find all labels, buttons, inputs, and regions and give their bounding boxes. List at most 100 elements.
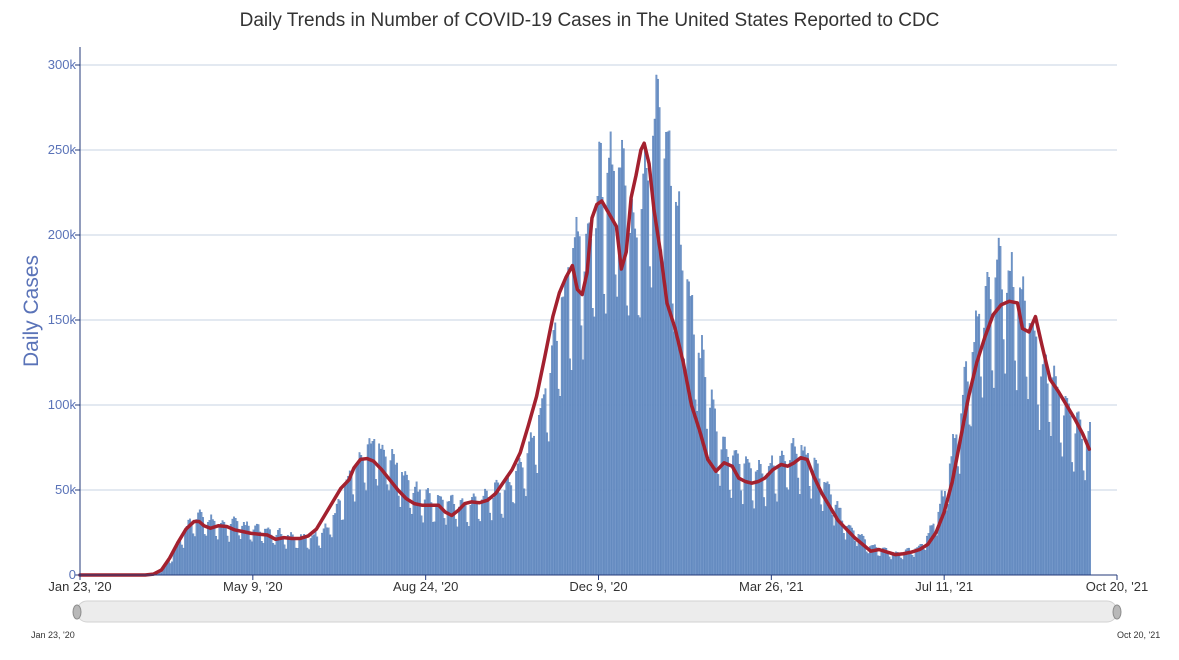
- bar-day[interactable]: [981, 397, 984, 576]
- bar-day[interactable]: [583, 271, 586, 576]
- bar-day[interactable]: [241, 525, 244, 576]
- bar-day[interactable]: [696, 410, 699, 576]
- bar-day[interactable]: [366, 444, 369, 576]
- bar-day[interactable]: [355, 462, 358, 576]
- bar-day[interactable]: [965, 361, 968, 576]
- bar-day[interactable]: [184, 532, 187, 576]
- bar-day[interactable]: [913, 556, 915, 576]
- bar-day[interactable]: [619, 167, 622, 576]
- bar-day[interactable]: [714, 408, 716, 576]
- bar-day[interactable]: [611, 164, 614, 576]
- bar-day[interactable]: [220, 522, 222, 576]
- bar-day[interactable]: [1019, 287, 1021, 576]
- bar-day[interactable]: [547, 441, 550, 576]
- bar-day[interactable]: [559, 396, 562, 576]
- bar-day[interactable]: [317, 545, 320, 576]
- bar-day[interactable]: [291, 534, 294, 576]
- bar-day[interactable]: [299, 534, 302, 576]
- bar-day[interactable]: [1051, 377, 1054, 576]
- bar-day[interactable]: [564, 282, 566, 576]
- bar-day[interactable]: [767, 466, 770, 576]
- bar-day[interactable]: [523, 488, 526, 576]
- bar-day[interactable]: [794, 446, 796, 576]
- bar-day[interactable]: [288, 536, 291, 576]
- bar-day[interactable]: [497, 482, 500, 576]
- bar-day[interactable]: [285, 548, 288, 576]
- bar-day[interactable]: [582, 359, 584, 576]
- bar-day[interactable]: [820, 504, 822, 576]
- bar-day[interactable]: [715, 431, 718, 576]
- bar-day[interactable]: [1025, 376, 1028, 576]
- bar-day[interactable]: [391, 449, 394, 576]
- bar-day[interactable]: [627, 315, 630, 576]
- bar-day[interactable]: [476, 503, 478, 576]
- bar-day[interactable]: [614, 274, 617, 576]
- bar-day[interactable]: [432, 522, 434, 576]
- range-slider-track[interactable]: [76, 600, 1118, 623]
- bar-day[interactable]: [420, 515, 423, 576]
- bar-day[interactable]: [357, 461, 359, 576]
- bar-day[interactable]: [886, 551, 889, 576]
- bar-day[interactable]: [1079, 419, 1082, 576]
- bar-day[interactable]: [780, 450, 783, 576]
- bar-day[interactable]: [474, 496, 477, 576]
- bar-day[interactable]: [932, 523, 935, 576]
- bar-day[interactable]: [663, 158, 666, 576]
- bar-day[interactable]: [1082, 470, 1085, 576]
- bar-day[interactable]: [609, 131, 612, 576]
- bar-day[interactable]: [456, 526, 459, 576]
- bar-day[interactable]: [758, 460, 760, 576]
- bar-day[interactable]: [531, 437, 534, 576]
- bar-day[interactable]: [203, 534, 206, 576]
- bar-day[interactable]: [283, 544, 286, 576]
- bar-day[interactable]: [1064, 396, 1067, 576]
- bar-day[interactable]: [1059, 442, 1062, 576]
- bar-day[interactable]: [378, 443, 381, 576]
- bar-day[interactable]: [190, 521, 193, 576]
- bar-day[interactable]: [828, 484, 831, 576]
- bar-day[interactable]: [570, 370, 573, 576]
- bar-day[interactable]: [947, 504, 950, 576]
- bar-day[interactable]: [1038, 429, 1041, 576]
- bar-day[interactable]: [997, 237, 1000, 576]
- bar-day[interactable]: [180, 544, 183, 576]
- bar-day[interactable]: [673, 331, 676, 576]
- bar-day[interactable]: [273, 544, 276, 576]
- bar-day[interactable]: [407, 480, 410, 576]
- bar-day[interactable]: [877, 555, 879, 576]
- bar-day[interactable]: [415, 481, 418, 576]
- bar-day[interactable]: [784, 461, 787, 576]
- bar-day[interactable]: [443, 518, 446, 576]
- bar-day[interactable]: [701, 335, 703, 576]
- bar-day[interactable]: [681, 270, 684, 576]
- bar-day[interactable]: [572, 248, 575, 576]
- bar-day[interactable]: [422, 522, 425, 576]
- bar-day[interactable]: [670, 185, 672, 576]
- bar-day[interactable]: [466, 522, 469, 576]
- bar-day[interactable]: [999, 246, 1002, 576]
- bar-day[interactable]: [608, 157, 610, 576]
- bar-day[interactable]: [401, 472, 403, 576]
- bar-day[interactable]: [934, 532, 937, 576]
- bar-day[interactable]: [1066, 398, 1069, 576]
- bar-day[interactable]: [754, 471, 757, 576]
- bar-day[interactable]: [634, 228, 637, 576]
- bar-day[interactable]: [463, 503, 465, 576]
- bar-day[interactable]: [650, 287, 653, 576]
- bar-day[interactable]: [342, 519, 345, 576]
- bar-day[interactable]: [1084, 480, 1087, 576]
- bar-day[interactable]: [397, 495, 400, 576]
- bar-day[interactable]: [374, 479, 377, 576]
- bar-day[interactable]: [639, 317, 641, 576]
- bar-day[interactable]: [642, 173, 645, 576]
- bar-day[interactable]: [647, 180, 650, 576]
- bar-day[interactable]: [402, 475, 405, 576]
- bar-day[interactable]: [644, 150, 646, 576]
- bar-day[interactable]: [970, 426, 972, 576]
- bar-day[interactable]: [808, 486, 811, 576]
- bar-day[interactable]: [683, 358, 685, 576]
- bar-day[interactable]: [569, 358, 571, 576]
- bar-day[interactable]: [344, 485, 346, 576]
- bar-day[interactable]: [301, 536, 304, 576]
- bar-day[interactable]: [772, 465, 775, 576]
